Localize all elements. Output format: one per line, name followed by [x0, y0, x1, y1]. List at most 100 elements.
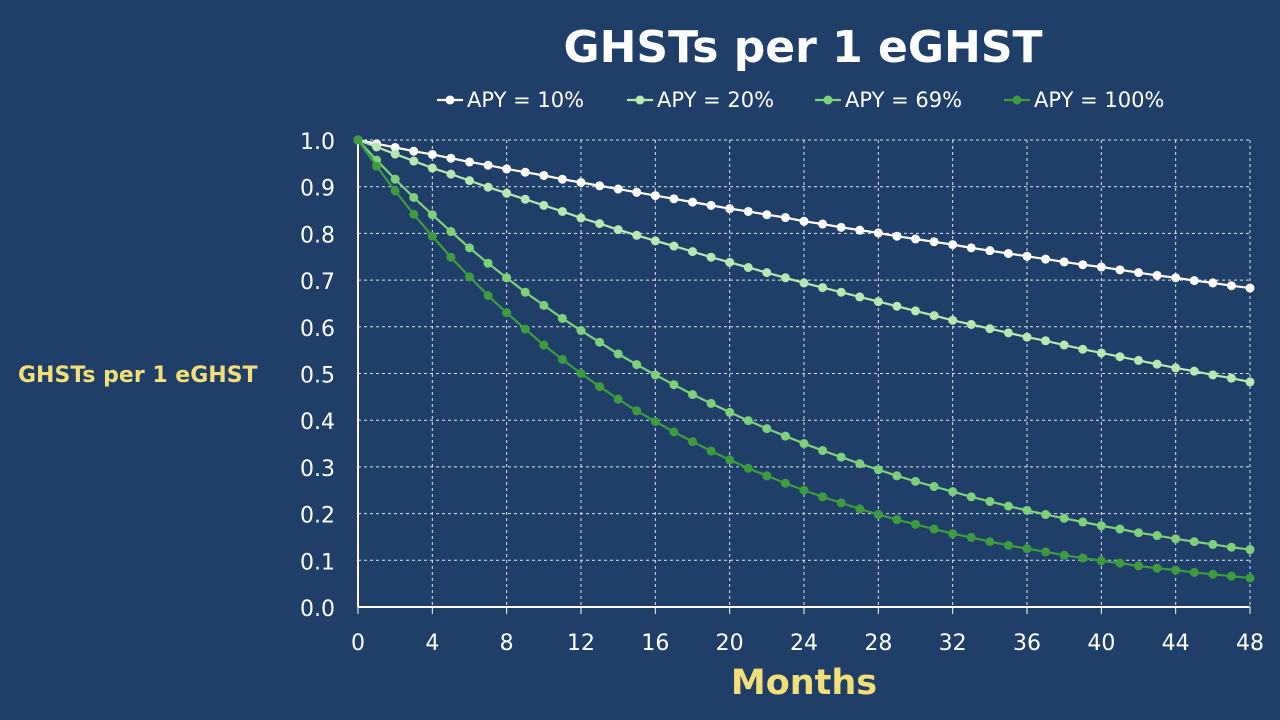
data-point — [873, 297, 883, 307]
data-point — [799, 216, 809, 226]
data-point — [1171, 273, 1181, 283]
legend-item-4: APY = 100% — [1004, 88, 1164, 112]
data-point — [966, 243, 976, 253]
data-point — [929, 524, 939, 534]
tick-layer: 0.00.10.20.30.40.50.60.70.80.91.00 4 8 12 16… — [300, 130, 1264, 656]
data-point — [985, 246, 995, 256]
data-point — [1078, 517, 1088, 527]
data-point — [576, 369, 586, 378]
data-point — [1041, 336, 1051, 346]
data-point — [483, 258, 493, 268]
data-point — [1059, 340, 1069, 350]
data-point — [1003, 328, 1013, 338]
y-tick-label: 0.7 — [300, 270, 335, 295]
y-tick-label: 0.6 — [300, 317, 335, 342]
data-point — [1115, 524, 1125, 534]
data-point — [595, 219, 605, 229]
x-tick-label: 44 — [1162, 631, 1190, 656]
data-point — [409, 156, 419, 166]
data-point — [725, 257, 735, 267]
data-point — [780, 431, 790, 441]
data-point — [1152, 270, 1162, 280]
data-point — [762, 471, 772, 481]
data-point — [650, 417, 660, 427]
data-point — [1096, 348, 1106, 358]
data-point — [539, 340, 549, 350]
data-point — [1003, 501, 1013, 511]
data-point — [948, 529, 958, 539]
data-point — [1115, 558, 1125, 568]
data-point — [1171, 363, 1181, 373]
legend-label: APY = 10% — [467, 88, 584, 112]
data-point — [818, 492, 828, 502]
data-point — [1245, 283, 1255, 293]
data-point — [1041, 254, 1051, 264]
x-axis-label: Months — [731, 663, 877, 703]
y-tick-label: 0.3 — [300, 457, 335, 482]
data-point — [1171, 565, 1181, 575]
data-point — [855, 225, 865, 235]
data-point — [1152, 531, 1162, 541]
data-point — [836, 222, 846, 232]
data-point — [911, 476, 920, 486]
data-point — [1096, 556, 1106, 566]
data-point — [427, 210, 437, 220]
data-point — [446, 252, 456, 262]
data-point — [483, 182, 493, 192]
data-point — [390, 149, 400, 159]
x-tick-label: 24 — [790, 631, 818, 656]
data-point — [706, 252, 716, 262]
y-tick-label: 0.0 — [300, 597, 335, 622]
data-point — [390, 174, 400, 184]
data-point — [1226, 571, 1236, 581]
data-point — [465, 157, 474, 167]
data-point — [539, 200, 549, 210]
x-tick-label: 8 — [500, 631, 514, 656]
data-point — [539, 300, 549, 310]
data-point — [1208, 539, 1218, 549]
data-point — [1189, 567, 1199, 577]
x-tick-label: 16 — [641, 631, 669, 656]
data-point — [1189, 537, 1199, 547]
data-point — [613, 349, 623, 359]
data-point — [911, 519, 920, 529]
data-point — [539, 170, 549, 180]
data-point — [650, 370, 660, 380]
data-point — [1022, 505, 1032, 515]
data-point — [1245, 573, 1255, 583]
data-point — [1226, 281, 1236, 291]
legend-item-3: APY = 69% — [815, 88, 962, 112]
data-point — [966, 492, 976, 502]
data-point — [502, 164, 512, 174]
data-point — [353, 135, 363, 145]
data-point — [557, 174, 567, 184]
data-point — [985, 496, 995, 506]
data-point — [1189, 276, 1199, 286]
data-point — [409, 146, 419, 156]
data-point — [836, 498, 846, 508]
data-point — [780, 478, 790, 488]
data-point — [465, 243, 474, 253]
data-point — [557, 313, 567, 323]
data-point — [762, 268, 772, 278]
data-point — [595, 337, 605, 347]
data-point — [576, 326, 586, 336]
data-point — [706, 398, 716, 408]
legend: APY = 10% APY = 20% APY = 69% APY = 100% — [437, 88, 1164, 112]
data-point — [855, 504, 865, 514]
data-point — [799, 278, 809, 288]
data-point — [688, 197, 697, 207]
legend-swatch-marker — [635, 95, 645, 105]
data-point — [483, 291, 493, 301]
data-point — [502, 308, 512, 318]
data-point — [595, 382, 605, 392]
x-tick-label: 20 — [716, 631, 744, 656]
legend-swatch-marker — [823, 95, 833, 105]
data-point — [892, 515, 902, 525]
data-point — [613, 184, 623, 194]
data-point — [520, 167, 530, 177]
chart-title: GHSTs per 1 eGHST — [563, 22, 1042, 73]
data-point — [1059, 550, 1069, 560]
data-point — [632, 230, 642, 240]
y-tick-label: 1.0 — [300, 130, 335, 155]
